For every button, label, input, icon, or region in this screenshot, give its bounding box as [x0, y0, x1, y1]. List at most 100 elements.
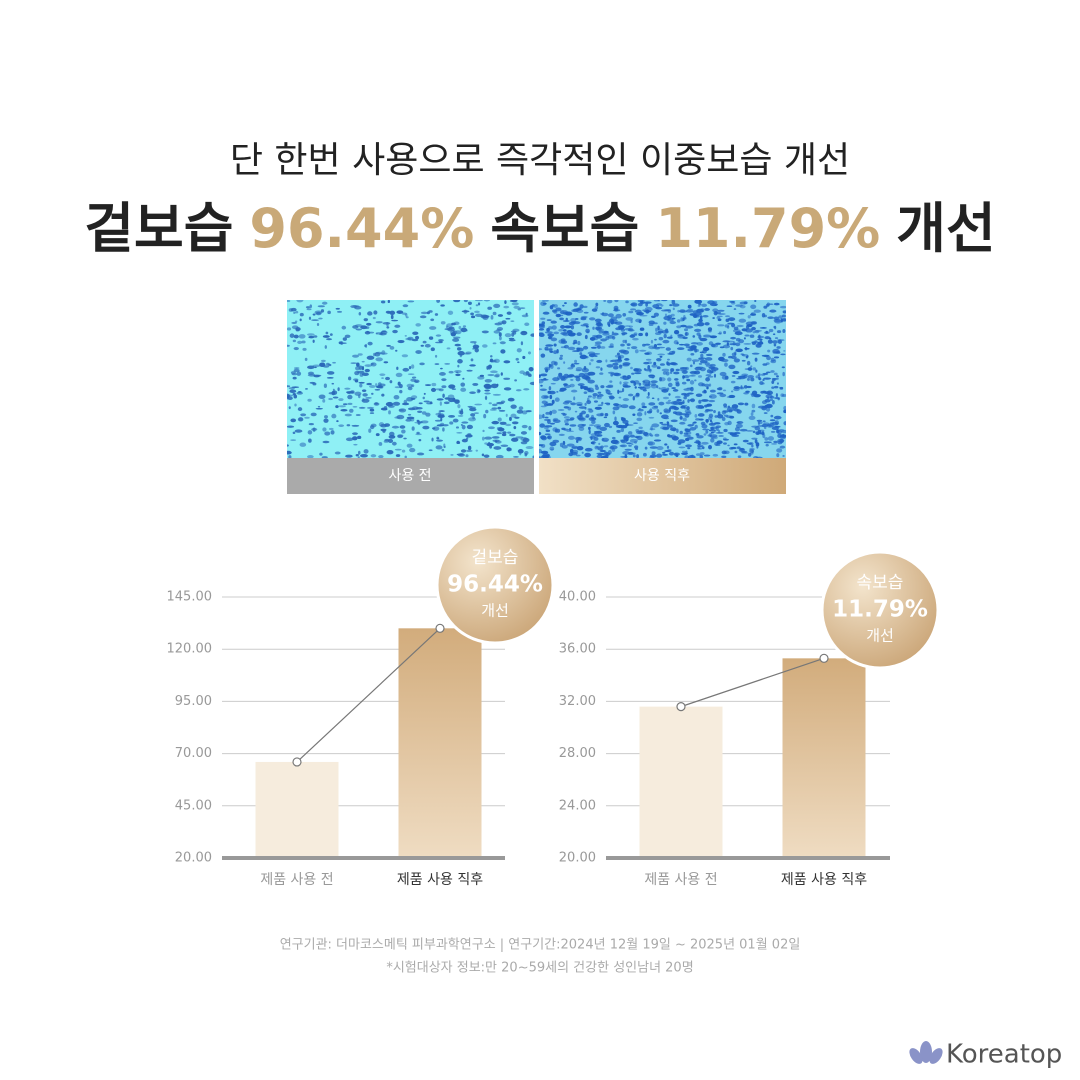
texture-dot: [750, 313, 757, 316]
texture-dot: [298, 390, 302, 393]
texture-dot: [729, 415, 735, 419]
texture-dot: [507, 431, 512, 434]
texture-dot: [294, 320, 298, 323]
texture-dot: [750, 304, 757, 310]
texture-dot: [645, 302, 648, 307]
texture-dot: [575, 454, 581, 457]
texture-dot: [759, 429, 765, 432]
texture-dot: [325, 331, 329, 335]
texture-dot: [769, 419, 776, 422]
texture-dot: [539, 388, 547, 392]
texture-dot: [567, 367, 574, 370]
texture-dot: [503, 387, 512, 391]
texture-dot: [355, 328, 362, 331]
texture-dot: [754, 300, 757, 303]
texture-dot: [476, 388, 481, 394]
texture-dot: [615, 313, 622, 319]
texture-dot: [294, 403, 297, 407]
texture-dot: [620, 343, 625, 347]
texture-dot: [424, 343, 431, 348]
texture-dot: [687, 304, 692, 309]
texture-dot: [588, 317, 596, 321]
texture-dot: [638, 382, 642, 386]
texture-dot: [739, 386, 745, 390]
texture-dot: [288, 406, 291, 410]
texture-dot: [757, 420, 761, 426]
texture-dot: [749, 334, 755, 338]
texture-dot: [766, 355, 771, 361]
texture-dot: [651, 451, 656, 456]
texture-dot: [452, 397, 456, 402]
texture-dot: [558, 339, 566, 344]
texture-dot: [383, 440, 389, 443]
texture-dot: [638, 426, 643, 429]
texture-dot: [503, 305, 510, 309]
texture-dot: [641, 405, 648, 409]
texture-dot: [559, 442, 564, 448]
texture-dot: [730, 336, 737, 340]
trend-line: [296, 627, 441, 763]
texture-dot: [683, 314, 686, 320]
texture-dot: [435, 412, 441, 416]
texture-dot: [680, 324, 687, 328]
texture-dot: [614, 416, 617, 421]
texture-dot: [708, 330, 712, 333]
texture-dot: [484, 392, 491, 395]
texture-dot: [774, 397, 781, 400]
texture-dot: [575, 369, 582, 372]
texture-dot: [781, 393, 786, 398]
texture-dot: [680, 317, 684, 322]
texture-dot: [548, 390, 556, 395]
texture-dot: [369, 412, 375, 414]
texture-dot: [470, 315, 476, 319]
texture-dot: [733, 358, 740, 363]
texture-dot: [644, 446, 648, 450]
texture-dot: [744, 334, 750, 337]
texture-dot: [549, 422, 555, 425]
texture-dot: [709, 419, 713, 423]
texture-dot: [405, 316, 409, 319]
texture-dot: [679, 416, 683, 420]
texture-dot: [512, 328, 520, 332]
texture-dot: [774, 337, 779, 340]
texture-dot: [755, 369, 758, 373]
texture-dot: [498, 332, 502, 337]
texture-dot: [578, 372, 586, 378]
texture-dot: [704, 357, 713, 361]
texture-dot: [656, 343, 662, 346]
texture-dot: [396, 414, 405, 420]
texture-dot: [452, 338, 460, 342]
texture-dot: [690, 386, 694, 392]
texture-dot: [562, 332, 570, 337]
texture-dot: [287, 425, 295, 428]
texture-dot: [365, 343, 368, 348]
texture-dot: [663, 408, 669, 413]
texture-dot: [762, 379, 765, 382]
texture-dot: [328, 363, 332, 367]
texture-dot: [542, 413, 545, 419]
texture-dot: [647, 365, 651, 370]
texture-dot: [653, 361, 657, 366]
texture-dot: [307, 398, 312, 402]
texture-dot: [763, 412, 768, 414]
texture-dot: [402, 402, 410, 406]
texture-dot: [321, 359, 326, 363]
trend-point: [819, 653, 829, 663]
texture-dot: [783, 409, 786, 414]
texture-dot: [665, 401, 672, 405]
texture-dot: [699, 360, 708, 364]
texture-dot: [665, 371, 670, 376]
texture-dot: [592, 334, 599, 338]
headline-number: 11.79%: [655, 197, 880, 260]
texture-dot: [632, 454, 636, 458]
texture-dot: [562, 329, 567, 332]
y-tick-label: 20.00: [175, 851, 212, 866]
texture-dot: [528, 351, 531, 355]
texture-dot: [628, 325, 633, 328]
texture-dot: [780, 353, 786, 356]
texture-dot: [443, 446, 446, 448]
texture-dot: [514, 379, 517, 382]
y-tick-label: 36.00: [559, 642, 596, 657]
texture-dot: [726, 305, 733, 308]
texture-dot: [488, 402, 492, 405]
